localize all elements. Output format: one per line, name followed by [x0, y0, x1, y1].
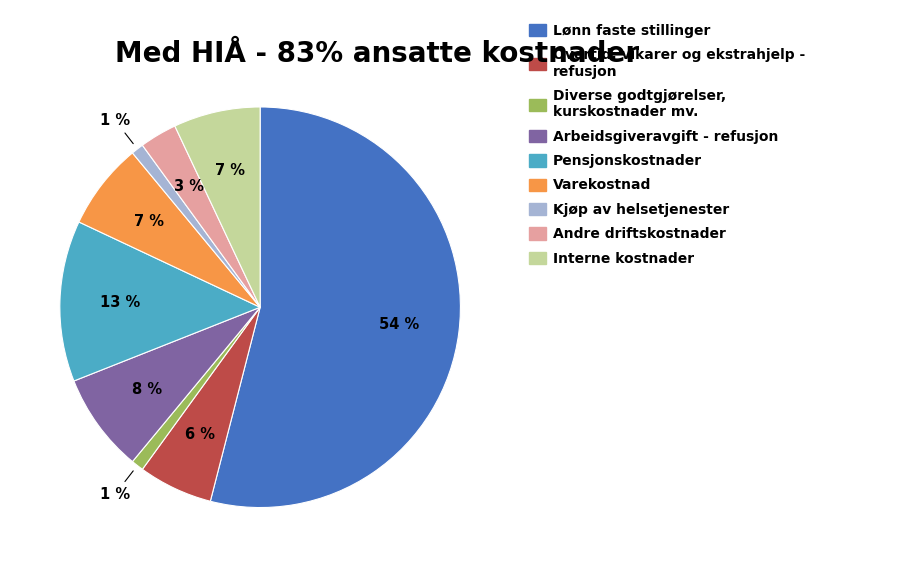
Wedge shape: [74, 307, 260, 461]
Text: 7 %: 7 %: [214, 163, 245, 178]
Wedge shape: [60, 222, 260, 381]
Wedge shape: [133, 145, 260, 307]
Wedge shape: [175, 107, 260, 307]
Text: 1 %: 1 %: [100, 471, 134, 501]
Text: Med HIÅ - 83% ansatte kostnader: Med HIÅ - 83% ansatte kostnader: [115, 40, 639, 68]
Wedge shape: [143, 126, 260, 307]
Text: 1 %: 1 %: [100, 113, 134, 143]
Text: 13 %: 13 %: [100, 295, 140, 310]
Wedge shape: [79, 153, 260, 307]
Text: 54 %: 54 %: [379, 318, 420, 332]
Wedge shape: [143, 307, 260, 501]
Wedge shape: [133, 307, 260, 469]
Text: 8 %: 8 %: [132, 382, 161, 397]
Wedge shape: [210, 107, 460, 508]
Text: 6 %: 6 %: [186, 427, 215, 442]
Text: 7 %: 7 %: [135, 214, 164, 229]
Legend: Lønn faste stillinger, Overtid, vikarer og ekstrahjelp -
refusjon, Diverse godtg: Lønn faste stillinger, Overtid, vikarer …: [529, 24, 805, 266]
Text: 3 %: 3 %: [174, 179, 204, 194]
